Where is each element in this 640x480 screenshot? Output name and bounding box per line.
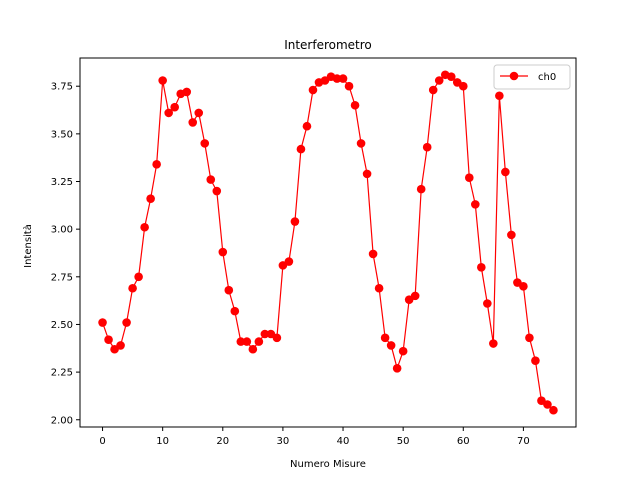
data-point	[471, 200, 480, 209]
data-point	[458, 81, 468, 91]
x-tick-label: 70	[517, 436, 530, 447]
legend-label-ch0: ch0	[538, 72, 556, 83]
data-point	[507, 230, 516, 240]
data-point	[218, 247, 228, 257]
x-axis: 0 10 20 30 40 50 60 70	[99, 427, 530, 447]
data-point	[350, 100, 360, 110]
data-point	[260, 329, 270, 339]
x-tick-label: 50	[397, 436, 410, 447]
data-point	[477, 262, 486, 272]
data-point	[224, 285, 234, 295]
data-point	[104, 335, 113, 345]
y-tick-label: 2.75	[51, 272, 73, 283]
data-point	[356, 139, 366, 148]
data-point	[549, 405, 558, 415]
data-point	[254, 337, 264, 346]
legend: ch0	[493, 64, 571, 90]
data-point	[206, 175, 216, 184]
y-tick-label: 3.00	[51, 225, 73, 236]
x-axis-label: Numero Misure	[290, 459, 366, 470]
data-point	[284, 257, 294, 266]
data-point	[170, 102, 179, 112]
data-point	[152, 160, 161, 169]
data-point	[410, 291, 420, 301]
data-point	[230, 306, 240, 316]
data-point	[158, 76, 167, 85]
data-point	[308, 85, 318, 95]
data-point	[495, 91, 504, 101]
data-point	[248, 344, 258, 354]
data-point	[242, 337, 252, 346]
data-point	[392, 364, 402, 373]
data-point	[416, 184, 426, 194]
data-point	[188, 118, 198, 127]
data-point	[290, 217, 300, 226]
data-point	[543, 400, 552, 409]
y-tick-label: 2.25	[51, 368, 73, 379]
chart-title: Interferometro	[284, 38, 372, 52]
data-point	[140, 222, 149, 232]
y-tick-label: 3.75	[51, 82, 73, 93]
y-tick-label: 3.50	[51, 129, 73, 140]
y-tick-label: 2.50	[51, 320, 73, 331]
x-tick-label: 20	[216, 436, 229, 447]
data-point	[489, 339, 498, 348]
data-point	[519, 282, 528, 291]
data-point	[332, 74, 342, 83]
legend-box	[493, 64, 571, 90]
data-point	[501, 167, 510, 177]
y-tick-label: 2.00	[51, 415, 73, 426]
data-point	[212, 186, 222, 196]
data-point	[398, 346, 408, 356]
legend-marker-ch0	[509, 71, 519, 81]
data-point	[296, 144, 306, 154]
y-axis-label: Intensità	[22, 224, 34, 268]
x-tick-label: 30	[277, 436, 290, 447]
x-tick-label: 40	[337, 436, 350, 447]
data-point	[464, 173, 474, 182]
data-point	[434, 76, 444, 85]
x-tick-label: 60	[457, 436, 470, 447]
data-point	[374, 283, 384, 293]
y-axis: 2.00 2.25 2.50 2.75 3.00 3.25 3.50 3.75	[51, 82, 80, 426]
plot-area	[79, 57, 577, 428]
data-point	[122, 318, 131, 327]
data-point	[344, 81, 354, 91]
data-point	[272, 333, 282, 343]
data-point	[446, 72, 456, 81]
data-point	[483, 299, 492, 308]
x-tick-label: 0	[99, 436, 105, 447]
data-point	[422, 142, 432, 152]
data-point	[338, 74, 348, 83]
data-point	[386, 341, 396, 350]
data-point	[302, 121, 312, 131]
data-point	[116, 341, 125, 350]
y-tick-label: 3.25	[51, 177, 73, 188]
data-point	[236, 337, 246, 346]
data-point	[98, 318, 107, 327]
data-point	[182, 87, 192, 97]
data-point	[380, 333, 390, 343]
data-point	[531, 356, 540, 365]
data-point	[128, 283, 137, 293]
data-point	[525, 333, 534, 343]
data-point	[368, 249, 378, 259]
data-point	[134, 272, 143, 282]
data-point	[428, 85, 438, 95]
x-tick-label: 10	[156, 436, 169, 447]
data-point	[362, 169, 372, 179]
data-point	[200, 139, 210, 148]
data-point	[146, 194, 155, 203]
axes-frame	[79, 57, 577, 428]
data-point	[194, 108, 204, 118]
data-point	[164, 108, 173, 118]
